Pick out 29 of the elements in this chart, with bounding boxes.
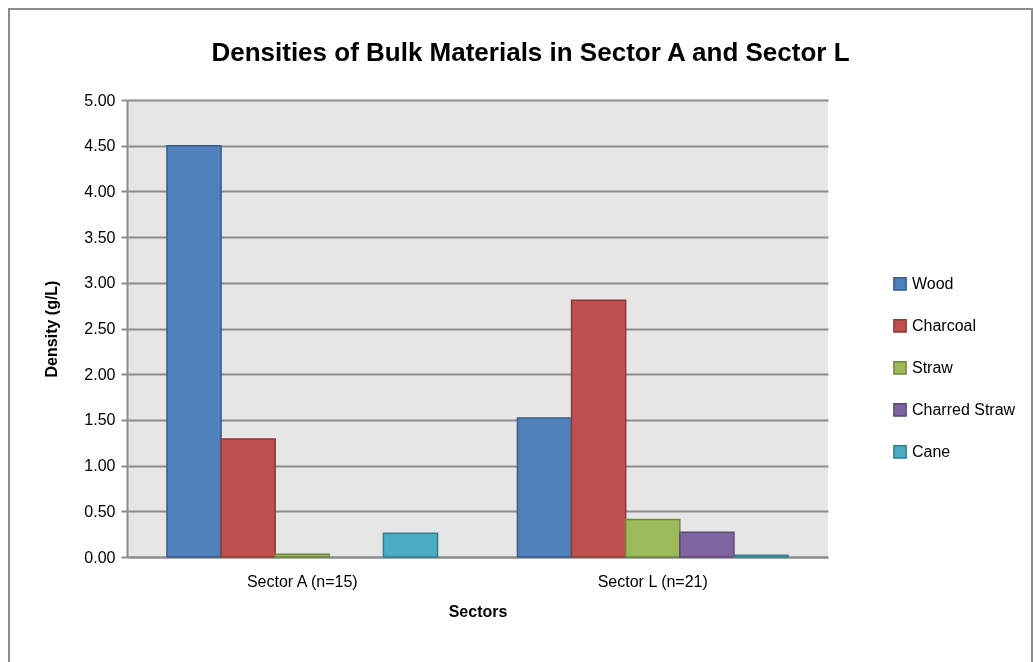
y-tick-label: 5.00 [84,91,116,109]
y-tick-label: 4.50 [84,137,116,155]
y-tick-label: 4.00 [84,182,116,200]
bar [166,144,222,558]
y-tick-label: 1.50 [84,411,116,429]
legend-label: Wood [912,274,954,292]
y-axis-title: Density (g/L) [43,280,61,378]
bar [274,553,331,558]
legend-label: Charcoal [912,316,977,334]
bar [516,417,573,558]
y-tick-label: 3.50 [84,228,116,246]
legend-label: Cane [912,442,951,460]
y-tick-label: 2.50 [84,320,116,337]
bar [220,438,276,558]
y-tick-label: 1.00 [84,457,116,475]
y-tick-label: 0.00 [84,548,116,566]
bar [382,532,439,558]
x-axis-title: Sectors [448,602,508,620]
bar [624,518,681,558]
y-tick-label: 0.50 [84,502,116,520]
x-tick-label: Sector L (n=21) [597,572,708,590]
y-tick-label: 3.00 [84,274,116,292]
x-tick-label: Sector A (n=15) [246,572,358,590]
chart-title: Densities of Bulk Materials in Sector A and Sector L [211,37,850,67]
legend-label: Straw [912,358,954,376]
legend-label: Charred Straw [912,400,1016,418]
bar [679,531,735,558]
bar [570,299,627,558]
y-tick-label: 2.00 [84,365,116,383]
